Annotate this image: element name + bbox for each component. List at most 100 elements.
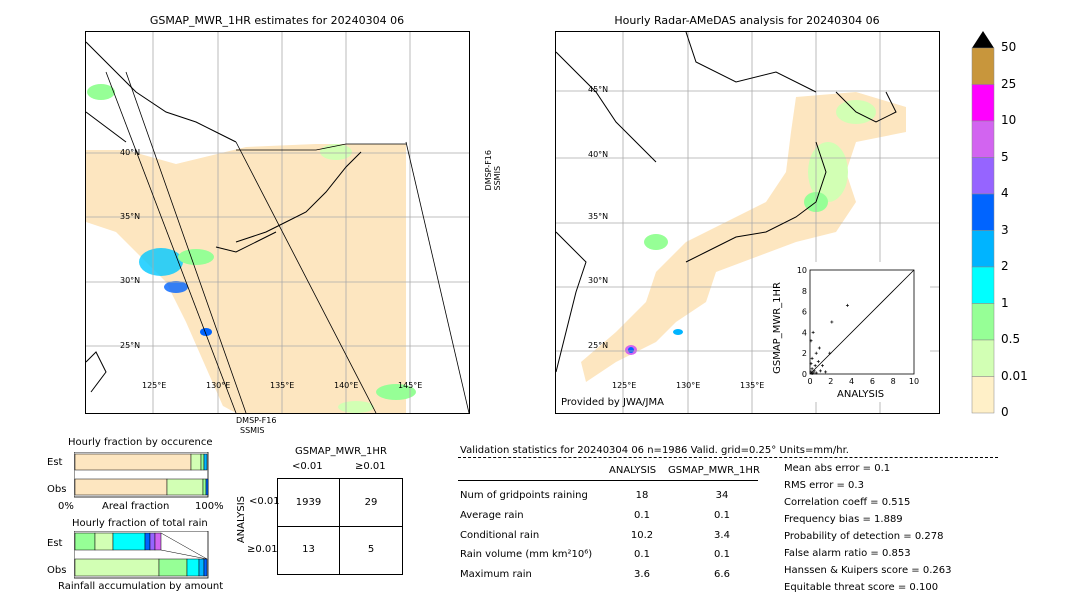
- total-obs-label: Obs: [47, 565, 67, 576]
- scatter-point: [817, 346, 821, 350]
- scatter-point: [816, 360, 820, 364]
- scatter-point: [820, 364, 824, 368]
- scatter-point: [811, 330, 815, 334]
- contingency-title: GSMAP_MWR_1HR: [295, 446, 387, 457]
- left-lat-label-30: 30°N: [120, 276, 141, 285]
- left-lon-label-130: 130°E: [206, 381, 231, 390]
- scatter-point: [813, 364, 817, 368]
- scatter-ytick: 4: [802, 328, 807, 337]
- stat-row-gsmap: 3.4: [714, 530, 730, 541]
- colorbar-segment: [971, 230, 995, 268]
- occurrence-axis-right: 100%: [195, 501, 224, 512]
- occurrence-est-label: Est: [47, 457, 63, 468]
- contingency-col2: ≥0.01: [355, 461, 386, 472]
- stat-row-analysis: 3.6: [634, 569, 650, 580]
- sensor-label-bottom-2: SSMIS: [240, 426, 265, 435]
- scatter-point: [809, 339, 813, 343]
- colorbar-tick-label: 5: [1001, 149, 1009, 164]
- contingency-row1: <0.01: [249, 496, 280, 507]
- right-lon-label-125: 125°E: [612, 381, 637, 390]
- colorbar-tick-label: 50: [1001, 40, 1017, 54]
- right-lat-label-35: 35°N: [588, 212, 609, 221]
- scatter-canvas: 00 2 2 4 4 6 6 8 8 10 10: [797, 266, 919, 386]
- stat-row-analysis: 18: [635, 490, 649, 501]
- sensor-label-bottom-1: DMSP-F16: [236, 416, 277, 425]
- stat-row-analysis: 0.1: [634, 510, 650, 521]
- scatter-point: [809, 362, 813, 366]
- validation-divider: [458, 457, 998, 458]
- validation-header: Validation statistics for 20240304 06 n=…: [460, 445, 849, 456]
- scatter-point: [845, 303, 849, 307]
- right-lat-label-25: 25°N: [588, 341, 609, 350]
- scatter-point: [809, 370, 813, 374]
- scatter-diagonal: [809, 269, 915, 375]
- stat-row-label: Maximum rain: [460, 569, 532, 580]
- right-lat-label-30: 30°N: [588, 276, 609, 285]
- stat-row-gsmap: 34: [715, 490, 729, 501]
- validation-col-analysis: ANALYSIS: [609, 465, 657, 476]
- total-rain-axis-label: Rainfall accumulation by amount: [58, 581, 224, 592]
- right-lat-label-40: 40°N: [588, 150, 609, 159]
- occurrence-axis-mid: Areal fraction: [102, 501, 170, 512]
- stat-row-label: Average rain: [460, 510, 524, 521]
- contingency-grid: 1939 29 13 5: [277, 478, 403, 575]
- sensor-label-right: DMSP-F16 SSMIS: [484, 150, 502, 191]
- score-line: RMS error = 0.3: [784, 480, 864, 491]
- left-map-canvas: [86, 32, 469, 413]
- stat-row-gsmap: 6.6: [714, 569, 730, 580]
- colorbar-segment: [971, 84, 995, 122]
- stat-row-label: Rain volume (mm km²10⁶): [460, 549, 593, 560]
- occurrence-obs-label: Obs: [47, 484, 67, 495]
- scatter-xtick: 8: [891, 377, 896, 386]
- contingency-row2: ≥0.01: [247, 544, 278, 555]
- left-lat-label-25: 25°N: [120, 341, 141, 350]
- stat-row-gsmap: 0.1: [714, 510, 730, 521]
- scatter-point: [814, 371, 818, 375]
- right-lat-label-45: 45°N: [588, 85, 609, 94]
- scatter-inset: 0 0 2 2 4 4 6 6 8 8 10 10: [780, 262, 930, 402]
- colorbar-tick-label: 1: [1001, 295, 1009, 310]
- scatter-ytick: 8: [802, 287, 807, 296]
- left-lon-label-140: 140°E: [334, 381, 359, 390]
- scatter-point: [824, 370, 828, 374]
- validation-col-gsmap: GSMAP_MWR_1HR: [668, 465, 760, 476]
- colorbar-canvas: [971, 31, 995, 414]
- scatter-ylabel: GSMAP_MWR_1HR: [772, 282, 783, 374]
- contingency-row-axis: ANALYSIS: [236, 496, 247, 544]
- scatter-point: [810, 371, 814, 375]
- colorbar-tick-label: 2: [1001, 259, 1009, 273]
- colorbar-tick-label: 0.5: [1001, 332, 1021, 346]
- colorbar-segment: [971, 376, 995, 414]
- total-est-label: Est: [47, 538, 63, 549]
- score-line: False alarm ratio = 0.853: [784, 548, 911, 559]
- scatter-xtick: 0: [807, 377, 812, 386]
- right-map-title: Hourly Radar-AMeDAS analysis for 2024030…: [614, 14, 880, 27]
- colorbar-tick-label: 0.01: [1001, 368, 1028, 383]
- scatter-xtick: 6: [870, 377, 875, 386]
- contingency-col1: <0.01: [292, 461, 323, 472]
- score-line: Frequency bias = 1.889: [784, 514, 903, 525]
- colorbar-tick-label: 10: [1001, 113, 1017, 127]
- colorbar: [971, 30, 995, 414]
- colorbar-segment: [971, 157, 995, 195]
- stat-row-gsmap: 0.1: [714, 549, 730, 560]
- left-map: [85, 31, 470, 414]
- scatter-point: [810, 367, 814, 371]
- colorbar-segment: [971, 120, 995, 158]
- scatter-ytick: 6: [802, 308, 807, 317]
- left-lat-label-35: 35°N: [120, 212, 141, 221]
- total-rain-title: Hourly fraction of total rain: [72, 518, 208, 529]
- total-rain-bars: [74, 531, 209, 579]
- validation-col-underline: [458, 480, 758, 481]
- stat-row-label: Conditional rain: [460, 530, 540, 541]
- contingency-cell: 13: [302, 544, 315, 555]
- scatter-xlabel: ANALYSIS: [837, 389, 885, 400]
- scatter-ytick: 10: [797, 266, 807, 275]
- right-lon-label-130: 130°E: [676, 381, 701, 390]
- colorbar-tick-label: 3: [1001, 222, 1009, 237]
- left-lon-label-145: 145°E: [398, 381, 423, 390]
- colorbar-tick-label: 25: [1001, 76, 1017, 91]
- score-line: Mean abs error = 0.1: [784, 463, 891, 474]
- scatter-xtick: 4: [849, 377, 854, 386]
- contingency-cell: 1939: [295, 497, 322, 508]
